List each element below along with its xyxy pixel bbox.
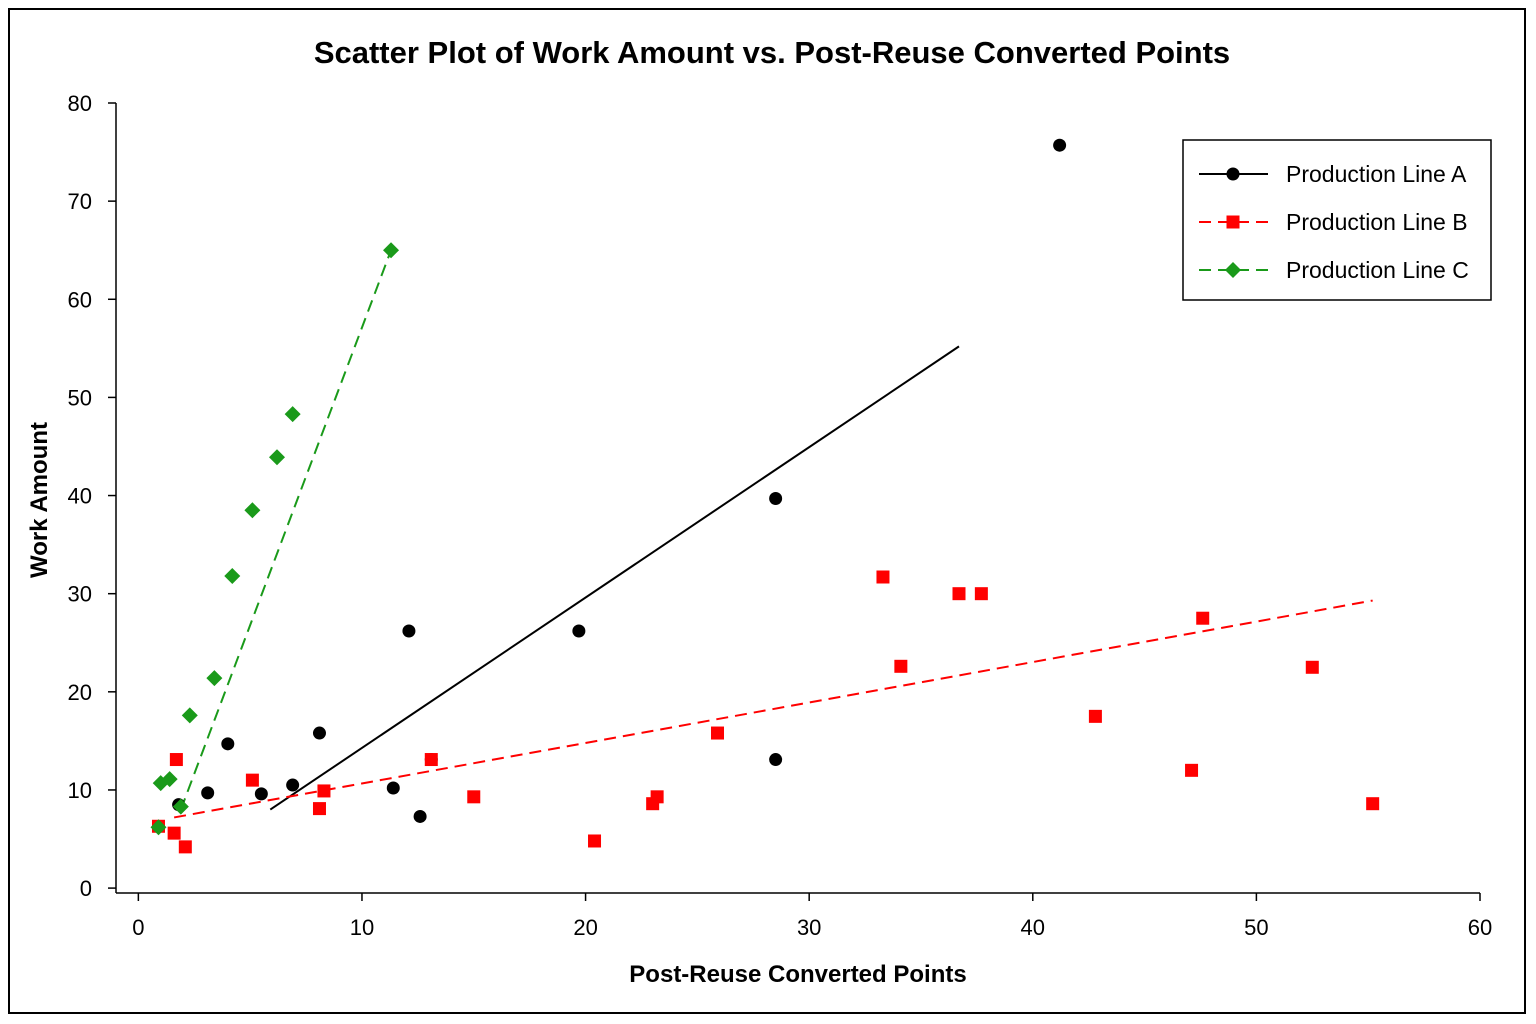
data-point	[974, 587, 988, 601]
data-point	[572, 624, 586, 638]
trendline	[173, 599, 1373, 819]
data-point	[1196, 611, 1210, 625]
legend-marker	[1225, 262, 1241, 278]
y-tick-label: 50	[68, 385, 92, 410]
data-point	[206, 670, 223, 687]
y-tick-label: 20	[68, 680, 92, 705]
y-tick-label: 70	[68, 189, 92, 214]
data-point	[894, 659, 908, 673]
data-point	[161, 771, 178, 788]
data-point	[224, 568, 241, 585]
data-point	[876, 570, 890, 584]
data-point	[650, 790, 664, 804]
data-point	[167, 826, 181, 840]
x-tick-label: 50	[1244, 915, 1268, 940]
data-points	[150, 138, 1380, 854]
data-point	[172, 798, 189, 815]
x-tick-label: 0	[132, 915, 144, 940]
y-tick-label: 60	[68, 287, 92, 312]
legend-marker	[1226, 215, 1240, 229]
data-point	[312, 802, 326, 816]
data-point	[424, 753, 438, 767]
data-point	[245, 773, 259, 787]
data-point	[402, 624, 416, 638]
x-tick-label: 30	[797, 915, 821, 940]
data-point	[169, 753, 183, 767]
data-point	[413, 809, 427, 823]
data-point	[1185, 763, 1199, 777]
legend-label: Production Line C	[1286, 257, 1469, 283]
y-axis-label: Work Amount	[26, 422, 53, 578]
data-point	[386, 781, 400, 795]
legend-label: Production Line B	[1286, 209, 1468, 235]
x-axis-label: Post-Reuse Converted Points	[629, 961, 966, 988]
x-tick-label: 40	[1021, 915, 1045, 940]
legend-marker	[1226, 167, 1240, 181]
data-point	[1088, 709, 1102, 723]
data-point	[286, 778, 300, 792]
data-point	[1053, 138, 1067, 152]
data-point	[178, 840, 192, 854]
legend-label: Production Line A	[1286, 161, 1467, 187]
data-point	[467, 790, 481, 804]
data-point	[711, 726, 725, 740]
data-point	[150, 819, 167, 836]
y-tick-label: 30	[68, 582, 92, 607]
y-tick-label: 80	[68, 91, 92, 116]
data-point	[221, 737, 235, 751]
legend: Production Line A Production Line B Produc…	[1182, 139, 1492, 301]
data-point	[383, 242, 400, 259]
data-point	[1305, 660, 1319, 674]
y-tick-label: 40	[68, 484, 92, 509]
data-point	[952, 587, 966, 601]
x-tick-label: 20	[573, 915, 597, 940]
x-axis-ticks: 0 10 20 30 40 50 60	[132, 893, 1492, 940]
x-tick-label: 60	[1468, 915, 1492, 940]
y-axis-ticks: 0 10 20 30 40 50 60 70 80	[68, 91, 116, 901]
data-point	[588, 834, 602, 848]
x-tick-label: 10	[350, 915, 374, 940]
data-point	[769, 753, 783, 767]
trendlines	[173, 249, 1373, 819]
trendline	[269, 345, 960, 811]
data-point	[254, 787, 268, 801]
trendline	[179, 249, 392, 810]
data-point	[317, 784, 331, 798]
data-point	[244, 502, 261, 519]
data-point	[284, 406, 301, 423]
data-point	[1366, 797, 1380, 811]
data-point	[201, 786, 215, 800]
data-point	[268, 449, 285, 466]
data-point	[181, 707, 198, 724]
data-point	[312, 726, 326, 740]
data-point	[769, 491, 783, 505]
y-tick-label: 10	[68, 778, 92, 803]
chart-title: Scatter Plot of Work Amount vs. Post-Reu…	[314, 35, 1230, 70]
y-tick-label: 0	[80, 876, 92, 901]
